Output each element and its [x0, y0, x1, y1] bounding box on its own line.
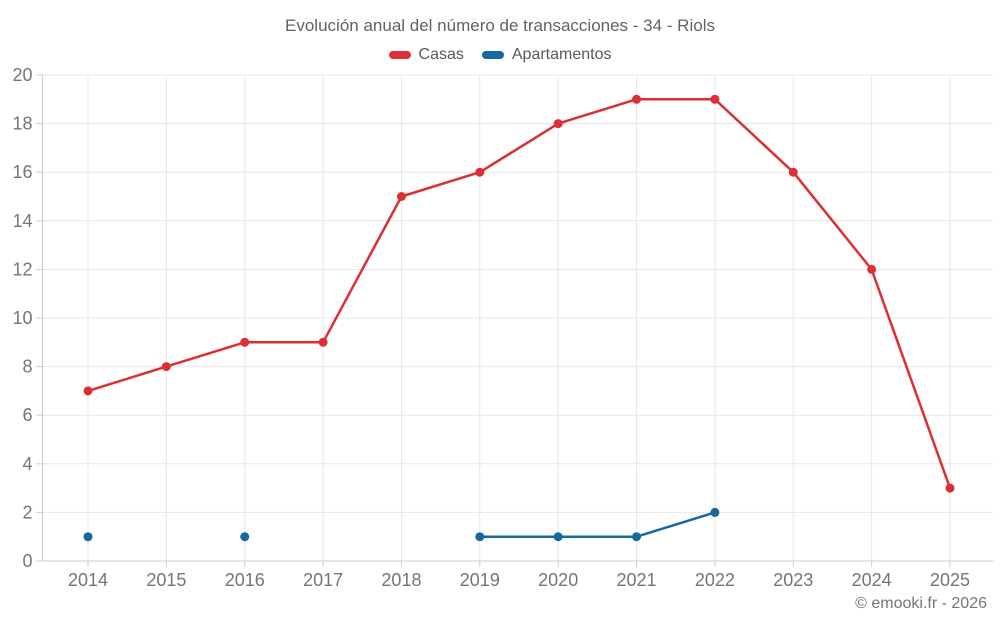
svg-text:20: 20 — [12, 65, 32, 85]
svg-text:2024: 2024 — [852, 570, 892, 590]
svg-text:2023: 2023 — [773, 570, 813, 590]
svg-text:2016: 2016 — [225, 570, 265, 590]
data-point — [867, 264, 877, 274]
svg-text:2021: 2021 — [617, 570, 657, 590]
series-apartamentos — [83, 507, 720, 542]
data-point — [475, 532, 485, 542]
data-point — [945, 483, 955, 493]
data-point — [553, 532, 563, 542]
data-point — [710, 94, 720, 104]
svg-text:2018: 2018 — [381, 570, 421, 590]
svg-text:12: 12 — [12, 259, 32, 279]
data-point — [632, 94, 642, 104]
data-point — [161, 362, 171, 372]
data-point — [83, 532, 93, 542]
data-point — [553, 119, 563, 129]
data-point — [240, 532, 250, 542]
svg-text:2025: 2025 — [930, 570, 970, 590]
copyright-note: © emooki.fr - 2026 — [855, 595, 987, 612]
data-point — [788, 167, 798, 177]
svg-text:14: 14 — [12, 211, 32, 231]
svg-text:2: 2 — [22, 502, 32, 522]
casas-swatch-icon — [388, 51, 411, 59]
x-grid-and-labels: 2014 2015 2016 2017 2018 2019 2020 2021 2022 2023… — [68, 75, 970, 590]
svg-text:4: 4 — [22, 454, 32, 474]
data-point — [240, 337, 250, 347]
data-point — [318, 337, 328, 347]
svg-text:2020: 2020 — [538, 570, 578, 590]
svg-text:0: 0 — [22, 551, 32, 571]
svg-text:2015: 2015 — [146, 570, 186, 590]
svg-text:2022: 2022 — [695, 570, 735, 590]
legend-item-apartamentos[interactable]: Apartamentos — [481, 46, 612, 64]
svg-text:10: 10 — [12, 308, 32, 328]
legend-item-casas[interactable]: Casas — [388, 46, 464, 64]
data-point — [632, 532, 642, 542]
data-point — [396, 192, 406, 201]
svg-text:6: 6 — [22, 405, 32, 425]
svg-text:2017: 2017 — [303, 570, 343, 590]
chart-title: Evolución anual del número de transaccio… — [285, 16, 715, 35]
axes — [42, 75, 993, 562]
svg-text:8: 8 — [22, 357, 32, 377]
y-grid-and-labels: 0 2 4 6 8 10 12 14 16 18 20 — [12, 65, 993, 571]
legend-label-apartamentos: Apartamentos — [511, 46, 612, 63]
data-point — [475, 167, 485, 177]
data-point — [710, 507, 720, 517]
series-casas — [83, 94, 955, 493]
svg-text:18: 18 — [12, 114, 32, 134]
svg-text:2019: 2019 — [460, 570, 500, 590]
svg-text:16: 16 — [12, 162, 32, 182]
apartamentos-swatch-icon — [481, 51, 504, 59]
chart-legend: Casas Apartamentos — [0, 46, 1000, 64]
legend-label-casas: Casas — [418, 46, 464, 63]
svg-text:2014: 2014 — [68, 570, 108, 590]
data-point — [83, 386, 93, 396]
